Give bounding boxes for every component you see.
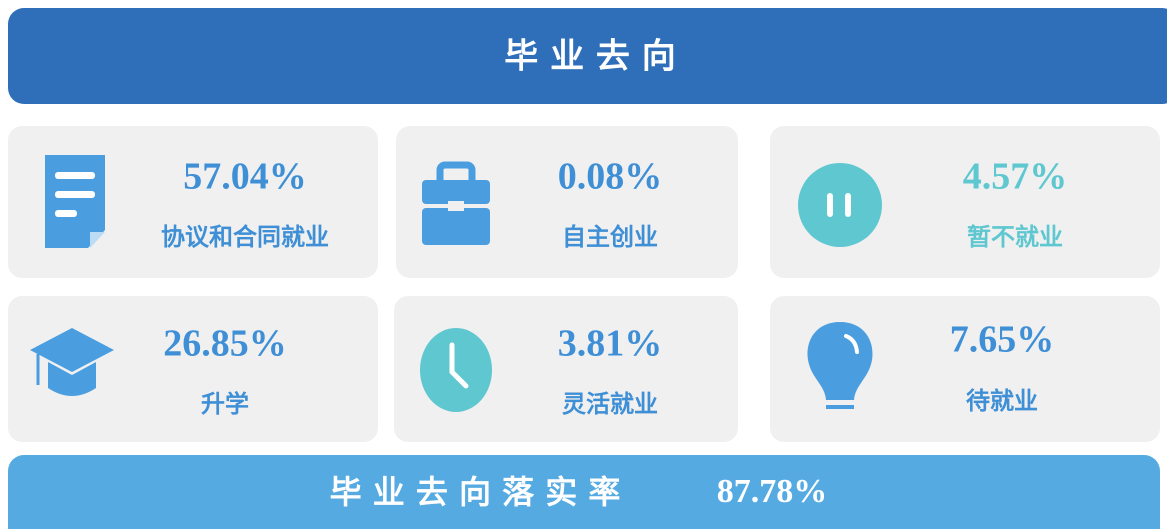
- card: [394, 296, 738, 442]
- card: [8, 296, 378, 442]
- card-value: 0.08%: [558, 156, 663, 198]
- card-value: 7.65%: [950, 319, 1055, 361]
- header-bar: [8, 8, 1167, 104]
- card-label: 暂不就业: [967, 223, 1063, 251]
- briefcase-icon: [422, 161, 490, 245]
- footer-bar: [8, 455, 1160, 529]
- card: [770, 296, 1160, 442]
- card-value: 57.04%: [183, 156, 307, 198]
- clock-icon: [420, 328, 492, 412]
- card-value: 3.81%: [558, 323, 663, 365]
- card: [770, 126, 1160, 278]
- document-icon: [45, 155, 105, 248]
- card-label: 待就业: [966, 387, 1038, 415]
- pause-icon: [798, 163, 882, 247]
- footer-label: 毕 业 去 向 落 实 率: [330, 473, 621, 511]
- card-label: 协议和合同就业: [161, 223, 329, 251]
- footer-value: 87.78%: [717, 473, 828, 510]
- header-title: 毕 业 去 向: [504, 37, 676, 77]
- bulb-icon: [807, 322, 873, 409]
- card-label: 升学: [201, 390, 249, 418]
- card-label: 灵活就业: [562, 390, 658, 418]
- card-label: 自主创业: [562, 223, 658, 251]
- graduation-cap-icon: [30, 328, 114, 396]
- card-value: 26.85%: [163, 323, 287, 365]
- card-value: 4.57%: [963, 156, 1068, 198]
